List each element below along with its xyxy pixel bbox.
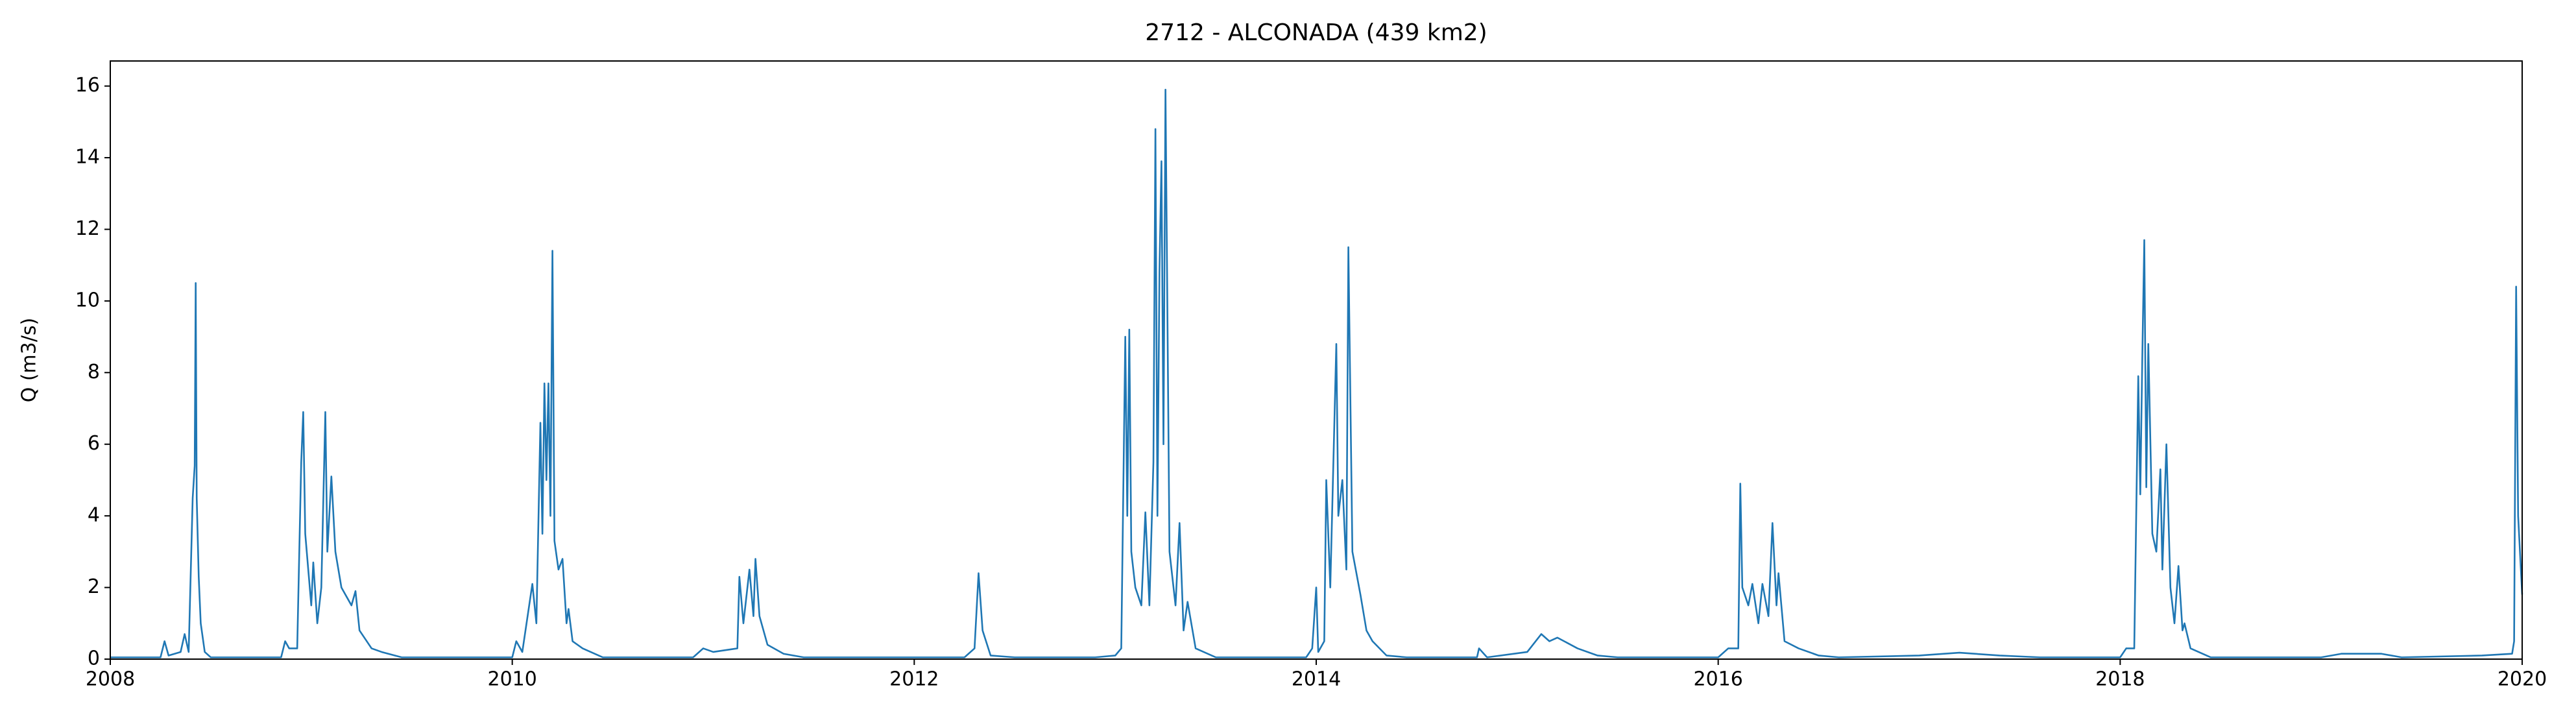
x-tick-label: 2020 bbox=[2498, 668, 2547, 691]
y-tick-label: 0 bbox=[88, 647, 100, 670]
data-line bbox=[110, 88, 2523, 658]
y-tick-label: 14 bbox=[75, 146, 100, 169]
x-tick-label: 2018 bbox=[2095, 668, 2145, 691]
x-tick-label: 2016 bbox=[1693, 668, 1742, 691]
y-tick-label: 2 bbox=[88, 575, 100, 598]
y-axis-label: Q (m3/s) bbox=[18, 318, 41, 403]
y-tick-label: 4 bbox=[88, 504, 100, 527]
y-tick-label: 8 bbox=[88, 361, 100, 383]
y-tick-label: 12 bbox=[75, 217, 100, 240]
chart-title: 2712 - ALCONADA (439 km2) bbox=[1145, 19, 1487, 46]
x-tick-label: 2014 bbox=[1292, 668, 1341, 691]
y-tick-label: 6 bbox=[88, 432, 100, 455]
x-tick-label: 2012 bbox=[889, 668, 939, 691]
x-tick-label: 2010 bbox=[487, 668, 536, 691]
y-tick-label: 10 bbox=[75, 289, 100, 311]
x-tick-label: 2008 bbox=[86, 668, 135, 691]
y-tick-label: 16 bbox=[75, 74, 100, 97]
plot-frame bbox=[110, 60, 2523, 660]
